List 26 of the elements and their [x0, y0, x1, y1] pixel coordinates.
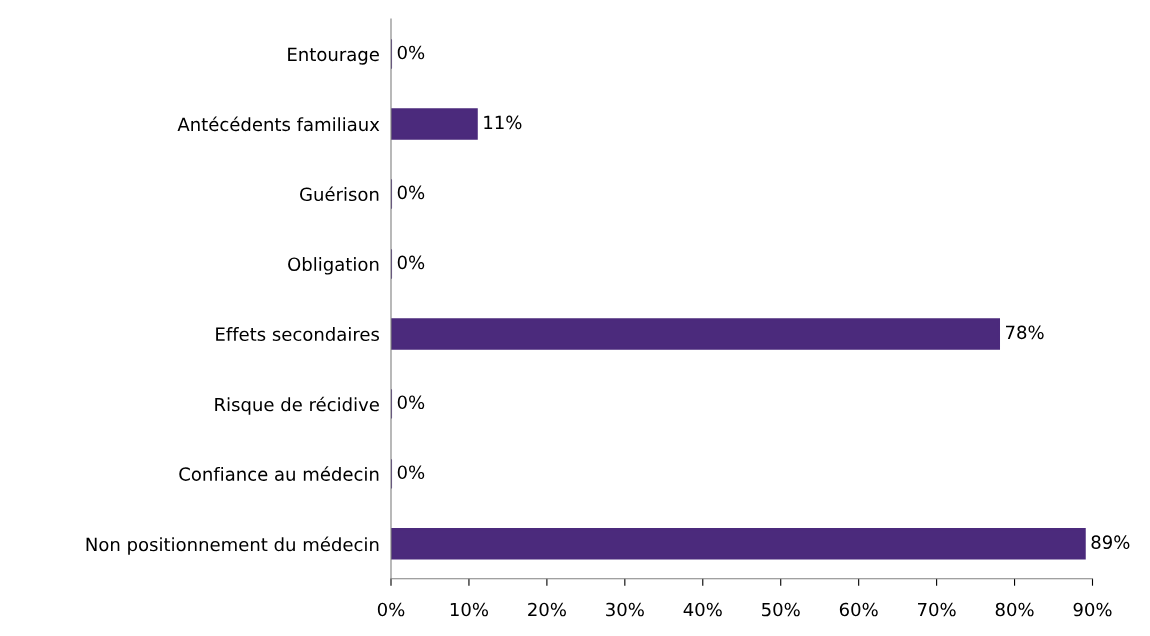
x-tick-label: 10% — [450, 602, 489, 617]
x-tick-label: 80% — [995, 602, 1034, 617]
data-label: 0% — [397, 395, 425, 410]
x-tick-label: 40% — [683, 602, 722, 617]
x-tick-label: 70% — [918, 602, 956, 617]
y-tick-label: Entourage — [288, 47, 379, 65]
y-tick-label: Obligation — [288, 257, 379, 275]
x-tick-label: 20% — [528, 602, 566, 617]
data-label: 0% — [397, 185, 425, 200]
y-tick-label: Non positionnement du médecin — [86, 536, 379, 555]
x-tick-label: 30% — [606, 602, 644, 617]
x-tick-label: 60% — [839, 602, 878, 617]
data-label: 0% — [397, 255, 425, 270]
data-label: 89% — [1091, 535, 1130, 550]
y-tick-label: Risque de récidive — [215, 396, 379, 415]
x-tick-label: 90% — [1073, 602, 1112, 617]
data-label: 0% — [397, 45, 425, 60]
data-label: 11% — [484, 115, 522, 130]
y-tick-label: Confiance au médecin — [179, 466, 379, 481]
y-tick-label: Effets secondaires — [216, 327, 380, 342]
data-label: 0% — [397, 465, 425, 480]
y-tick-label: Antécédents familiaux — [177, 116, 380, 132]
data-label: 78% — [1006, 325, 1044, 340]
x-tick-label: 0% — [377, 602, 405, 617]
y-tick-label: Guérison — [300, 186, 379, 202]
x-tick-label: 50% — [762, 602, 800, 617]
